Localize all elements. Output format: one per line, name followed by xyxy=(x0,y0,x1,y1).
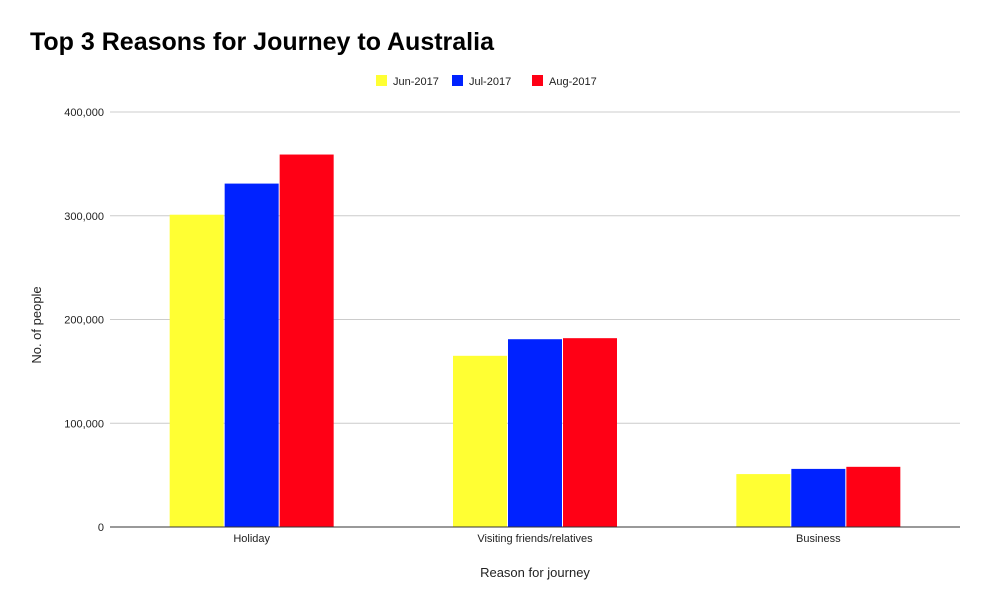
bar-2-2 xyxy=(846,466,901,527)
y-tick-label: 100,000 xyxy=(64,418,104,430)
bar-0-0 xyxy=(169,214,224,527)
legend-label: Jun-2017 xyxy=(393,76,439,88)
bar-1-0 xyxy=(453,355,507,527)
x-tick-label: Visiting friends/relatives xyxy=(477,533,593,545)
bars xyxy=(169,154,901,527)
legend-label: Aug-2017 xyxy=(549,76,597,88)
legend: Jun-2017 Jul-2017 Aug-2017 xyxy=(376,75,597,88)
bar-2-0 xyxy=(736,474,791,527)
chart-title: Top 3 Reasons for Journey to Australia xyxy=(30,28,495,56)
bar-2-1 xyxy=(791,468,846,527)
x-tick-label: Holiday xyxy=(233,533,270,545)
x-axis-title: Reason for journey xyxy=(480,565,590,580)
bar-0-1 xyxy=(224,183,279,527)
y-tick-label: 0 xyxy=(98,522,104,534)
legend-label: Jul-2017 xyxy=(469,76,511,88)
y-tick-label: 400,000 xyxy=(64,107,104,119)
y-tick-label: 200,000 xyxy=(64,315,104,327)
x-tick-label: Business xyxy=(796,533,841,545)
legend-swatch xyxy=(452,75,463,86)
y-tick-label: 300,000 xyxy=(64,211,104,223)
y-axis-ticks: 0 100,000 200,000 300,000 400,000 xyxy=(64,107,104,534)
legend-swatch xyxy=(376,75,387,86)
legend-swatch xyxy=(532,75,543,86)
bar-0-2 xyxy=(279,154,334,527)
bar-1-1 xyxy=(508,339,562,527)
x-axis-ticks: Holiday Visiting friends/relatives Busines… xyxy=(233,533,841,545)
bar-1-2 xyxy=(563,338,617,527)
y-axis-title: No. of people xyxy=(29,286,44,363)
